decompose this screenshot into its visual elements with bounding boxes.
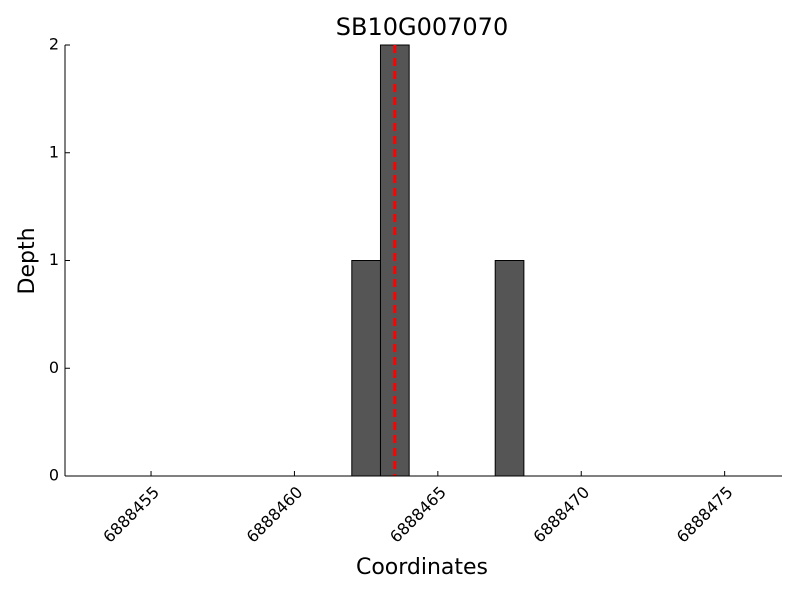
y-tick-label: 2 <box>49 35 59 54</box>
x-tick-label: 6888475 <box>673 483 737 547</box>
y-tick-label: 0 <box>49 358 59 377</box>
y-tick-label: 1 <box>49 250 59 269</box>
y-tick-label: 0 <box>49 466 59 485</box>
y-axis-label: Depth <box>15 227 40 294</box>
bar <box>494 260 525 477</box>
y-tick-label: 1 <box>49 142 59 161</box>
x-tick-label: 6888455 <box>99 483 163 547</box>
x-tick-label: 6888465 <box>386 483 450 547</box>
x-axis-label: Coordinates <box>356 555 488 580</box>
x-tick-label: 6888470 <box>529 483 593 547</box>
bar <box>351 260 381 477</box>
x-tick-label: 6888460 <box>243 483 307 547</box>
chart-title: SB10G007070 <box>336 13 508 41</box>
